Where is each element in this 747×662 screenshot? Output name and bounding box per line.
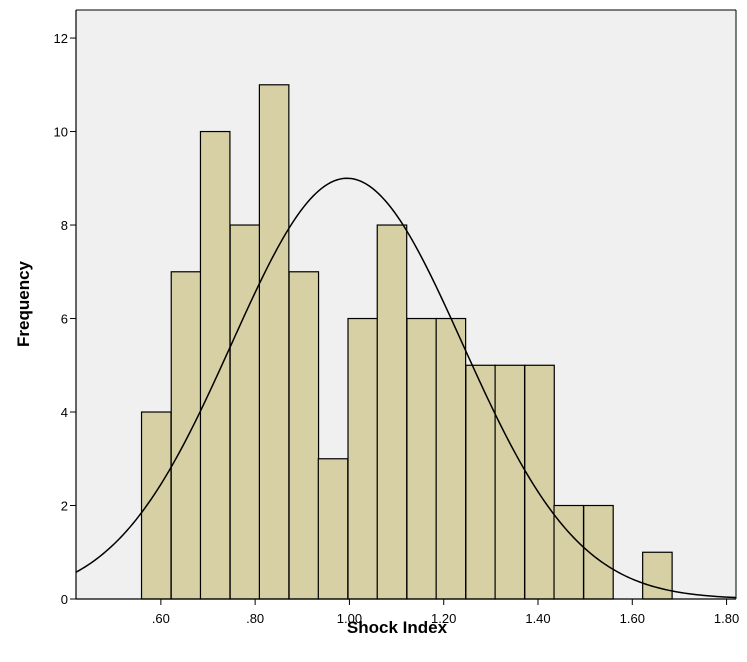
histogram-bar bbox=[642, 551, 673, 600]
normal-curve-layer bbox=[75, 177, 737, 599]
y-tick-label: 2 bbox=[61, 499, 68, 514]
histogram-bar bbox=[170, 271, 202, 600]
normal-curve bbox=[75, 177, 737, 599]
histogram-bar bbox=[199, 130, 231, 600]
y-tick-label: 12 bbox=[54, 31, 68, 46]
x-tick-label: 1.40 bbox=[525, 611, 550, 626]
histogram-bar bbox=[524, 364, 555, 600]
histogram-bar bbox=[229, 224, 261, 600]
y-axis-title: Frequency bbox=[14, 260, 33, 347]
y-tick-label: 4 bbox=[61, 405, 68, 420]
histogram-bar bbox=[406, 317, 438, 600]
histogram-bar bbox=[435, 317, 467, 600]
x-tick-label: 1.00 bbox=[337, 611, 362, 626]
x-tick-label: 1.80 bbox=[714, 611, 739, 626]
histogram-bar bbox=[258, 84, 290, 600]
x-tick-label: 1.60 bbox=[620, 611, 645, 626]
histogram-bars bbox=[140, 84, 673, 600]
y-tick-label: 8 bbox=[61, 218, 68, 233]
x-axis-title: Shock Index bbox=[347, 618, 448, 637]
x-tick-label: .80 bbox=[246, 611, 264, 626]
histogram-bar bbox=[347, 317, 379, 600]
x-tick-label: .60 bbox=[152, 611, 170, 626]
histogram-bar bbox=[494, 364, 526, 600]
histogram-bar bbox=[376, 224, 408, 600]
histogram-bar bbox=[288, 271, 320, 600]
y-tick-label: 6 bbox=[61, 312, 68, 327]
y-tick-label: 10 bbox=[54, 125, 68, 140]
y-tick-label: 0 bbox=[61, 592, 68, 607]
x-tick-label: 1.20 bbox=[431, 611, 456, 626]
histogram-bar bbox=[317, 458, 349, 600]
histogram-bar bbox=[465, 364, 496, 600]
axes: 0 2 4 6 8 10 12 .60 .80 1.00 1.20 1.40 1.60 1.80 bbox=[54, 9, 739, 626]
